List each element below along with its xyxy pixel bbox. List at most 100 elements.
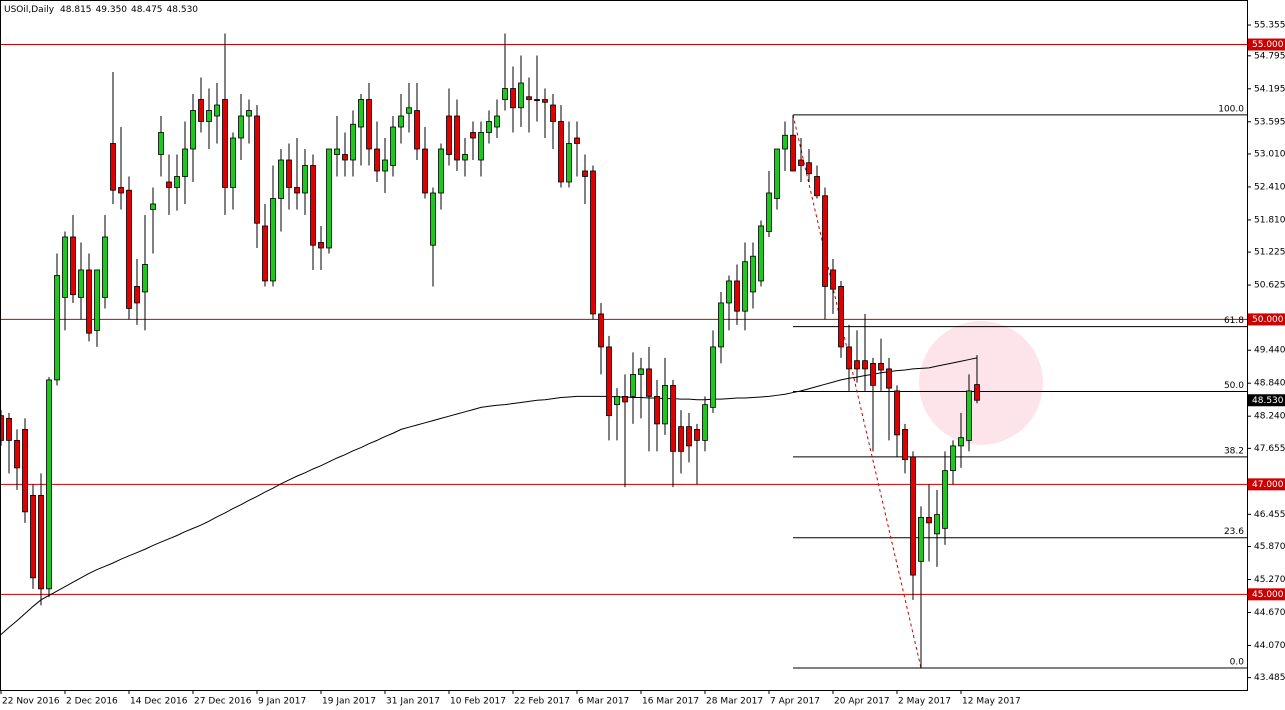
candle-body xyxy=(62,236,68,298)
candle-body xyxy=(446,115,452,155)
candle-body xyxy=(846,346,852,370)
candle-body xyxy=(86,269,92,334)
symbol: USOil,Daily xyxy=(4,5,55,15)
price-tag-label: 50.000 xyxy=(1252,315,1284,325)
candle-body xyxy=(326,148,332,249)
candle-body xyxy=(894,390,900,436)
candle-body xyxy=(942,470,948,529)
candle-body xyxy=(974,384,980,401)
candle-body xyxy=(934,514,940,535)
x-tick-label: 6 Mar 2017 xyxy=(578,697,629,707)
candle-body xyxy=(406,107,412,114)
moving-average xyxy=(0,357,978,635)
y-tick-label: 54.795 xyxy=(1254,51,1285,61)
x-tick-label: 27 Dec 2016 xyxy=(194,697,252,707)
candle-body xyxy=(774,148,780,199)
candle-body xyxy=(118,187,124,194)
candle-body xyxy=(126,189,132,309)
candle-body xyxy=(670,385,676,452)
candle-body xyxy=(766,192,772,232)
candle-body xyxy=(718,302,724,348)
candle-body xyxy=(678,426,684,452)
x-tick-label: 20 Apr 2017 xyxy=(834,697,890,707)
fib-label: 38.2 xyxy=(1224,446,1244,456)
y-tick-label: 43.485 xyxy=(1254,673,1285,683)
candle-body xyxy=(270,198,276,282)
candle-body xyxy=(38,494,44,590)
current-price-label: 48.530 xyxy=(1252,396,1284,406)
candle-body xyxy=(654,396,660,425)
highlight-circle xyxy=(919,321,1043,445)
price-tag-label: 47.000 xyxy=(1252,480,1284,490)
candle-body xyxy=(886,368,892,389)
candle-body xyxy=(358,99,364,128)
candle-body xyxy=(174,176,180,188)
x-tick-label: 22 Feb 2017 xyxy=(514,697,570,707)
y-tick-label: 44.070 xyxy=(1254,641,1285,651)
candle-body xyxy=(662,385,668,425)
candle-body xyxy=(30,494,36,579)
candle-body xyxy=(438,148,444,194)
price-tag-label: 55.000 xyxy=(1252,40,1284,50)
candle-body xyxy=(342,154,348,161)
candle-body xyxy=(254,115,260,224)
candle-body xyxy=(374,148,380,172)
candle-body xyxy=(478,132,484,161)
candle-body xyxy=(606,346,612,417)
candle-body xyxy=(758,225,764,282)
candle-body xyxy=(102,236,108,298)
y-tick-label: 53.010 xyxy=(1254,149,1285,159)
x-tick-label: 7 Apr 2017 xyxy=(770,697,820,707)
y-tick-label: 51.225 xyxy=(1254,248,1285,258)
header-high: 49.350 xyxy=(96,5,128,15)
candle-body xyxy=(694,428,700,441)
y-tick-label: 47.655 xyxy=(1254,444,1285,454)
candle-body xyxy=(262,225,268,282)
x-tick-label: 12 May 2017 xyxy=(962,697,1021,707)
candle-body xyxy=(814,176,820,197)
price-tag-label: 45.000 xyxy=(1252,590,1284,600)
fib-label: 0.0 xyxy=(1230,658,1245,668)
candle-body xyxy=(390,126,396,166)
candle-body xyxy=(854,360,860,370)
y-tick-label: 52.410 xyxy=(1254,182,1285,192)
fib-trendline xyxy=(792,114,922,669)
candle-body xyxy=(494,115,500,128)
candle-body xyxy=(182,148,188,177)
x-tick-label: 10 Feb 2017 xyxy=(450,697,506,707)
y-tick-label: 46.455 xyxy=(1254,510,1285,520)
y-tick-label: 55.355 xyxy=(1254,21,1285,31)
y-tick-label: 48.840 xyxy=(1254,379,1285,389)
y-tick-label: 45.270 xyxy=(1254,575,1285,585)
x-tick-label: 28 Mar 2017 xyxy=(706,697,763,707)
candle-body xyxy=(246,110,252,117)
candle-body xyxy=(70,236,76,296)
candle-body xyxy=(558,121,564,183)
plot-frame xyxy=(0,0,1248,691)
candle-body xyxy=(214,104,220,117)
candle-body xyxy=(790,134,796,172)
candle-body xyxy=(350,123,356,161)
price-tag xyxy=(1248,313,1285,326)
candle-body xyxy=(926,516,932,524)
candle-body xyxy=(318,242,324,249)
candle-body xyxy=(502,88,508,100)
candle-body xyxy=(806,162,812,175)
candle-body xyxy=(750,255,756,293)
candle-body xyxy=(334,148,340,155)
y-tick-label: 49.440 xyxy=(1254,346,1285,356)
candle-body xyxy=(622,396,628,403)
candle-body xyxy=(366,99,372,150)
candle-body xyxy=(166,181,172,188)
y-tick-label: 48.240 xyxy=(1254,412,1285,422)
x-tick-label: 19 Jan 2017 xyxy=(322,697,376,707)
candle-body xyxy=(310,165,316,246)
x-tick-label: 2 May 2017 xyxy=(898,697,951,707)
y-tick-label: 54.195 xyxy=(1254,84,1285,94)
candle-body xyxy=(510,88,516,109)
fib-label: 23.6 xyxy=(1224,527,1244,537)
candle-body xyxy=(158,132,164,155)
candle-body xyxy=(278,159,284,199)
x-tick-label: 9 Jan 2017 xyxy=(258,697,306,707)
